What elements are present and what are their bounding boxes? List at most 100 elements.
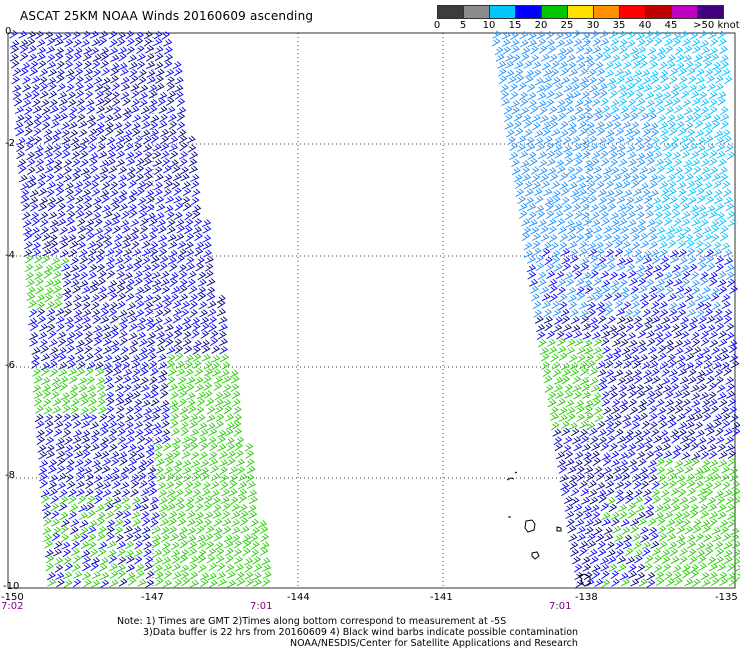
wind-barb <box>616 195 626 204</box>
wind-barb <box>545 98 555 108</box>
wind-barb <box>665 226 676 235</box>
wind-barb <box>252 572 262 581</box>
wind-barb <box>527 92 537 101</box>
wind-barb <box>189 151 199 160</box>
wind-barb <box>689 204 699 213</box>
wind-barb <box>244 443 254 452</box>
wind-barb <box>49 219 59 228</box>
wind-barb <box>185 256 195 265</box>
wind-barb <box>540 233 550 242</box>
wind-barb <box>614 369 624 378</box>
wind-barb <box>544 196 554 206</box>
wind-barb <box>633 249 643 258</box>
wind-barb <box>690 509 699 519</box>
wind-barb <box>244 571 254 580</box>
wind-barb <box>624 75 634 84</box>
wind-barb <box>567 121 577 131</box>
wind-barb <box>130 480 140 489</box>
wind-barb <box>609 391 618 400</box>
wind-barb <box>553 203 563 212</box>
wind-barb <box>664 279 674 288</box>
wind-barb <box>185 503 195 512</box>
wind-barb <box>523 60 533 69</box>
wind-barb <box>145 316 154 326</box>
wind-barb <box>558 61 568 70</box>
wind-barb <box>87 391 97 400</box>
wind-barb <box>119 442 128 452</box>
wind-barb <box>650 532 659 541</box>
wind-barb <box>576 413 586 422</box>
wind-barb <box>695 240 704 249</box>
wind-barb <box>578 480 588 489</box>
wind-barb <box>231 398 241 407</box>
wind-barb <box>598 196 608 206</box>
wind-barb <box>556 165 566 174</box>
wind-barb <box>688 555 698 565</box>
wind-barb <box>684 293 694 302</box>
wind-barb <box>677 181 687 190</box>
wind-barb <box>589 367 599 376</box>
wind-barb <box>240 525 250 534</box>
wind-barb <box>88 128 98 137</box>
wind-barb <box>165 481 175 490</box>
wind-barb <box>601 570 610 580</box>
wind-barb <box>557 286 566 296</box>
wind-barb <box>206 554 216 564</box>
wind-barb <box>252 578 262 587</box>
wind-barb <box>55 195 65 205</box>
wind-barb <box>534 315 544 324</box>
wind-barb <box>106 526 115 535</box>
wind-barb <box>138 480 148 489</box>
wind-barb <box>605 180 614 190</box>
wind-barb <box>620 404 629 414</box>
wind-barb <box>45 428 54 437</box>
wind-barb <box>109 39 118 48</box>
wind-barb <box>703 354 713 363</box>
wind-barb <box>80 397 89 407</box>
wind-barb <box>715 427 724 437</box>
wind-barb <box>580 435 590 444</box>
wind-barb <box>160 142 170 152</box>
wind-barb <box>149 503 159 512</box>
wind-barb <box>551 128 561 137</box>
wind-barb <box>719 54 729 63</box>
wind-barb <box>108 420 118 429</box>
wind-barb <box>511 158 520 168</box>
wind-barb <box>567 232 577 242</box>
wind-barb <box>214 405 224 415</box>
wind-barb <box>178 285 188 294</box>
wind-barb <box>133 142 143 152</box>
wind-barb <box>576 473 586 482</box>
wind-barb <box>44 294 54 303</box>
wind-barb <box>516 143 526 152</box>
wind-barb <box>705 143 715 152</box>
wind-barb <box>156 345 166 354</box>
wind-barb <box>188 420 199 429</box>
wind-barb <box>145 458 155 468</box>
wind-barb <box>551 189 561 198</box>
wind-barb <box>553 384 563 393</box>
wind-barb <box>551 300 560 310</box>
wind-barb <box>687 376 697 385</box>
wind-barb <box>115 405 125 414</box>
wind-barb <box>708 330 718 340</box>
wind-barb <box>123 272 133 281</box>
island-outline <box>514 471 518 474</box>
wind-barb <box>185 496 195 506</box>
wind-barb <box>105 405 115 415</box>
wind-barb <box>684 121 694 131</box>
wind-barb <box>65 474 75 483</box>
wind-barb <box>172 571 182 580</box>
wind-barb <box>671 323 680 333</box>
lon-label-135: -135 <box>715 592 738 603</box>
wind-barb <box>721 180 731 189</box>
wind-barb <box>656 458 666 467</box>
wind-barb <box>710 233 720 243</box>
island-outline <box>506 477 515 481</box>
wind-barb <box>600 150 609 160</box>
wind-barb <box>682 338 692 348</box>
wind-barb <box>649 122 659 131</box>
wind-barb <box>629 46 639 55</box>
wind-barb <box>578 420 588 429</box>
wind-barb <box>629 112 639 122</box>
